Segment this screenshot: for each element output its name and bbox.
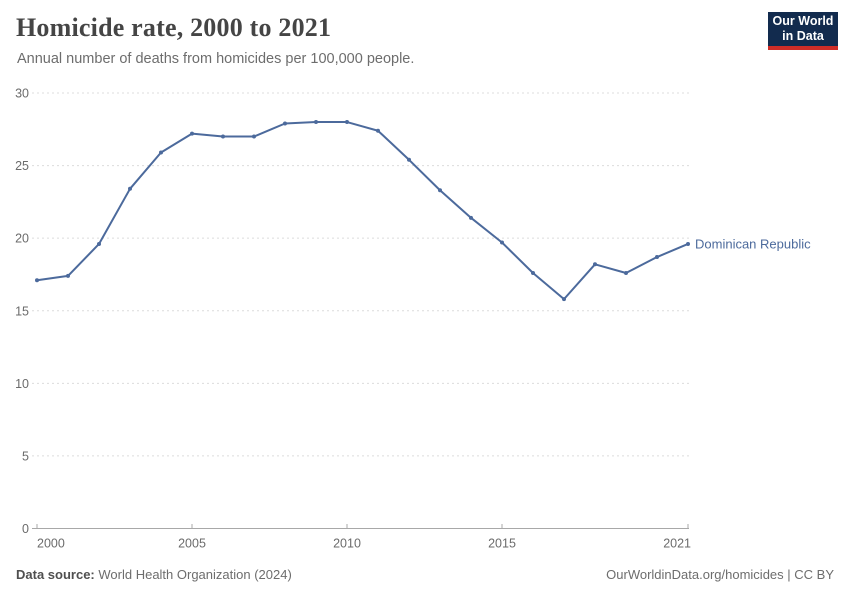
data-point[interactable] [159, 150, 163, 155]
data-point[interactable] [593, 262, 597, 267]
y-axis-label: 20 [15, 232, 29, 246]
data-point[interactable] [314, 120, 318, 125]
y-axis-label: 15 [15, 304, 29, 318]
data-point[interactable] [283, 121, 287, 126]
data-point[interactable] [624, 271, 628, 276]
data-point[interactable] [97, 241, 101, 246]
y-axis-label: 5 [22, 449, 29, 463]
data-point[interactable] [655, 255, 659, 260]
owid-logo[interactable]: Our World in Data [768, 12, 838, 50]
chart-footer: Data source: World Health Organization (… [16, 567, 834, 582]
data-point[interactable] [438, 188, 442, 193]
data-point[interactable] [190, 131, 194, 136]
data-point[interactable] [686, 241, 690, 246]
data-source-label: Data source: [16, 567, 95, 582]
credit-link[interactable]: OurWorldinData.org/homicides | CC BY [606, 567, 834, 582]
x-axis-label: 2021 [663, 537, 691, 551]
line-chart-canvas[interactable]: 0 5 10 15 20 25 30 2000 2005 2010 2015 2021 Dominica… [0, 0, 850, 560]
data-point[interactable] [66, 273, 70, 278]
data-point[interactable] [128, 186, 132, 191]
y-axis-label: 30 [15, 87, 29, 101]
data-point[interactable] [407, 157, 411, 162]
data-point[interactable] [252, 134, 256, 139]
data-point[interactable] [531, 271, 535, 276]
data-point[interactable] [562, 297, 566, 302]
data-point[interactable] [345, 120, 349, 125]
chart-subtitle: Annual number of deaths from homicides p… [17, 51, 415, 67]
owid-logo-line2: in Data [782, 29, 824, 43]
x-axis-label: 2000 [37, 537, 65, 551]
chart-title: Homicide rate, 2000 to 2021 [16, 13, 332, 42]
x-axis-label: 2015 [488, 537, 516, 551]
y-axis-label: 25 [15, 159, 29, 173]
x-axis-label: 2005 [178, 537, 206, 551]
owid-logo-line1: Our World [772, 14, 834, 28]
series-line[interactable] [36, 121, 689, 301]
y-axis-label: 0 [22, 522, 29, 536]
y-axis-label: 10 [15, 377, 29, 391]
data-point[interactable] [35, 278, 39, 283]
x-axis-label: 2010 [333, 537, 361, 551]
series-end-label[interactable]: Dominican Republic [695, 236, 811, 251]
data-point[interactable] [500, 240, 504, 245]
data-source-value: World Health Organization (2024) [98, 567, 292, 582]
data-point[interactable] [221, 134, 225, 139]
data-point[interactable] [469, 215, 473, 220]
data-point[interactable] [376, 128, 380, 133]
data-source: Data source: World Health Organization (… [16, 567, 292, 582]
